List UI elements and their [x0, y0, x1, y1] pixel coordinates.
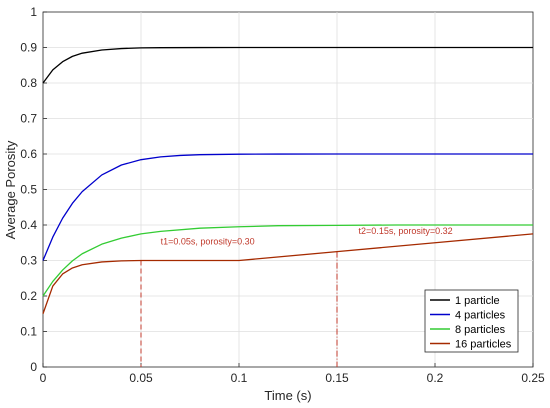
series-line-1: [42, 46, 533, 84]
x-tick-label: 0.1: [231, 371, 248, 385]
annotation-label-1: t1=0.05s, porosity=0.30: [161, 237, 255, 247]
y-tick-label: 0: [30, 360, 37, 374]
annotation-guides: [140, 251, 338, 367]
x-tick-label: 0.25: [521, 371, 545, 385]
y-tick-label: 0.3: [20, 254, 37, 268]
y-tick-label: 0.7: [20, 112, 37, 126]
y-tick-label: 0.5: [20, 183, 37, 197]
y-tick-label: 0.6: [20, 147, 37, 161]
legend-label: 4 particles: [455, 310, 506, 322]
x-tick-label: 0.2: [427, 371, 444, 385]
legend: 1 particle 4 particles 8 particles 16 parti…: [424, 289, 519, 353]
x-tick-label: 0: [40, 371, 47, 385]
y-tick-label: 0.1: [20, 325, 37, 339]
x-tick-label: 0.15: [325, 371, 349, 385]
y-tick-label: 0.9: [20, 41, 37, 55]
series-line-2: [42, 153, 533, 261]
legend-label: 8 particles: [455, 324, 506, 336]
x-axis-label: Time (s): [264, 388, 311, 403]
x-tick-label: 0.05: [129, 371, 153, 385]
series-line-3: [42, 224, 533, 297]
y-tick-label: 0.8: [20, 76, 37, 90]
legend-label: 16 particles: [455, 339, 512, 351]
tick-labels: 0 0.05 0.1 0.15 0.2 0.25 0 0.1 0.2 0.3 0.4 0.5 0.6 0.…: [20, 5, 545, 385]
series-line-4: [42, 233, 534, 314]
legend-label: 1 particle: [455, 295, 500, 307]
annotations: t1=0.05s, porosity=0.30 t2=0.15s, porosit…: [161, 226, 453, 247]
y-tick-label: 0.4: [20, 218, 37, 232]
annotation-label-2: t2=0.15s, porosity=0.32: [359, 226, 453, 236]
series-lines: [42, 46, 534, 314]
y-tick-label: 1: [30, 5, 37, 19]
y-tick-label: 0.2: [20, 289, 37, 303]
y-axis-label: Average Porosity: [3, 140, 18, 239]
